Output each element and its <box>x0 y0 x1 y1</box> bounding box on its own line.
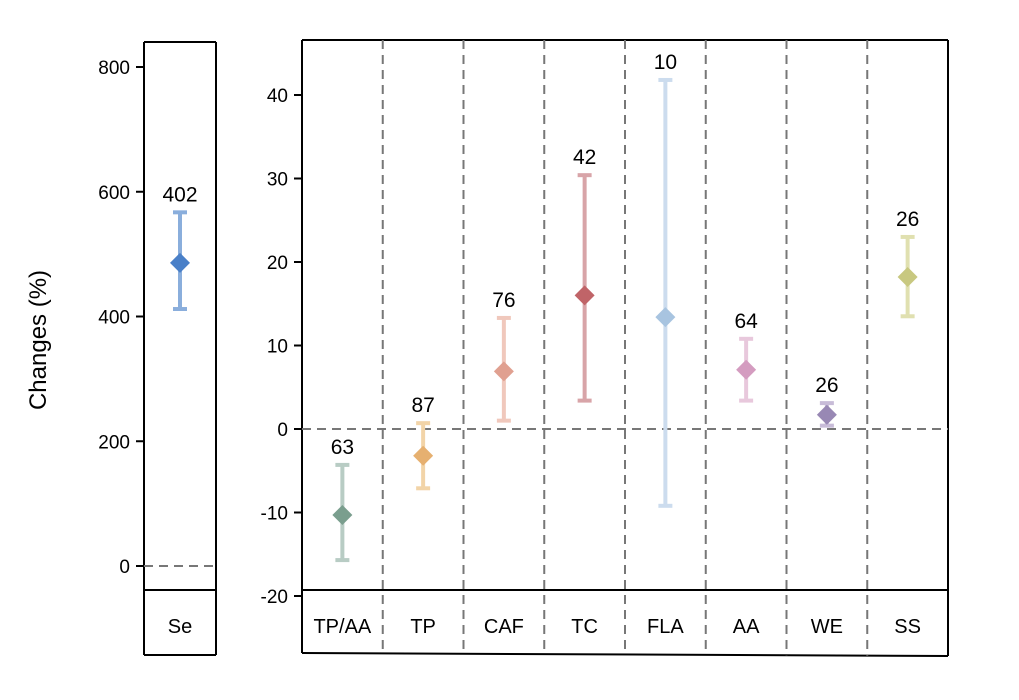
errorbar-caf: 76 CAF <box>484 289 524 638</box>
y-tick-label: 20 <box>267 253 288 274</box>
mean-marker <box>897 267 918 288</box>
y-tick-label: 200 <box>98 432 130 453</box>
y-tick-label: 800 <box>98 58 130 79</box>
y-tick-label: 0 <box>277 420 288 441</box>
category-label: AA <box>733 616 760 638</box>
sample-size-label: 26 <box>815 374 838 397</box>
category-label: WE <box>811 616 843 638</box>
errorbar-tc: 42 TC <box>571 146 598 638</box>
mean-marker <box>332 505 353 526</box>
sample-size-label: 63 <box>331 436 354 459</box>
category-label: FLA <box>647 616 684 638</box>
y-tick-label: 10 <box>267 337 288 358</box>
category-label: TC <box>571 616 598 638</box>
errorbar-tp-aa: 63 TP/AA <box>313 436 371 638</box>
errorbar-we: 26 WE <box>811 374 843 638</box>
sample-size-label: 42 <box>573 146 596 169</box>
y-tick-label: -20 <box>261 587 288 608</box>
panel-bottom-border <box>301 652 949 657</box>
y-tick-label: 0 <box>119 557 130 578</box>
errorbar-ss: 26 SS <box>894 208 921 638</box>
errorbar-tp: 87 TP <box>410 394 436 638</box>
category-label: TP/AA <box>313 616 371 638</box>
sample-size-label: 76 <box>492 289 515 312</box>
category-label: SS <box>894 616 921 638</box>
sample-size-label: 10 <box>654 51 677 74</box>
y-tick-label: 600 <box>98 183 130 204</box>
errorbar-aa: 64 AA <box>733 310 760 638</box>
errorbar-se: 402 Se <box>162 183 197 638</box>
right-panel: -20 -10 0 10 20 30 40 63 TP/AA 87 TP 76 CAF 42 TC 10 FLA… <box>261 39 949 657</box>
y-tick-label: 30 <box>267 170 288 191</box>
mean-marker <box>816 404 837 425</box>
sample-size-label: 26 <box>896 208 919 231</box>
left-panel: 0 200 400 600 800 402 Se <box>98 41 217 656</box>
sample-size-label: 402 <box>162 183 197 206</box>
y-tick-label: 40 <box>267 86 288 107</box>
category-label: TP <box>410 616 436 638</box>
category-label: Se <box>168 616 192 638</box>
mean-marker <box>655 307 676 328</box>
errorbar-fla: 10 FLA <box>647 51 684 638</box>
sample-size-label: 87 <box>411 394 434 417</box>
y-axis-label: Changes (%) <box>25 270 52 410</box>
mean-marker <box>170 252 190 273</box>
y-tick-label: 400 <box>98 308 130 329</box>
y-tick-label: -10 <box>261 504 288 525</box>
sample-size-label: 64 <box>734 310 758 333</box>
mean-marker <box>574 285 595 306</box>
mean-marker <box>413 445 434 466</box>
mean-marker <box>493 361 514 382</box>
mean-marker <box>736 359 757 380</box>
category-label: CAF <box>484 616 524 638</box>
